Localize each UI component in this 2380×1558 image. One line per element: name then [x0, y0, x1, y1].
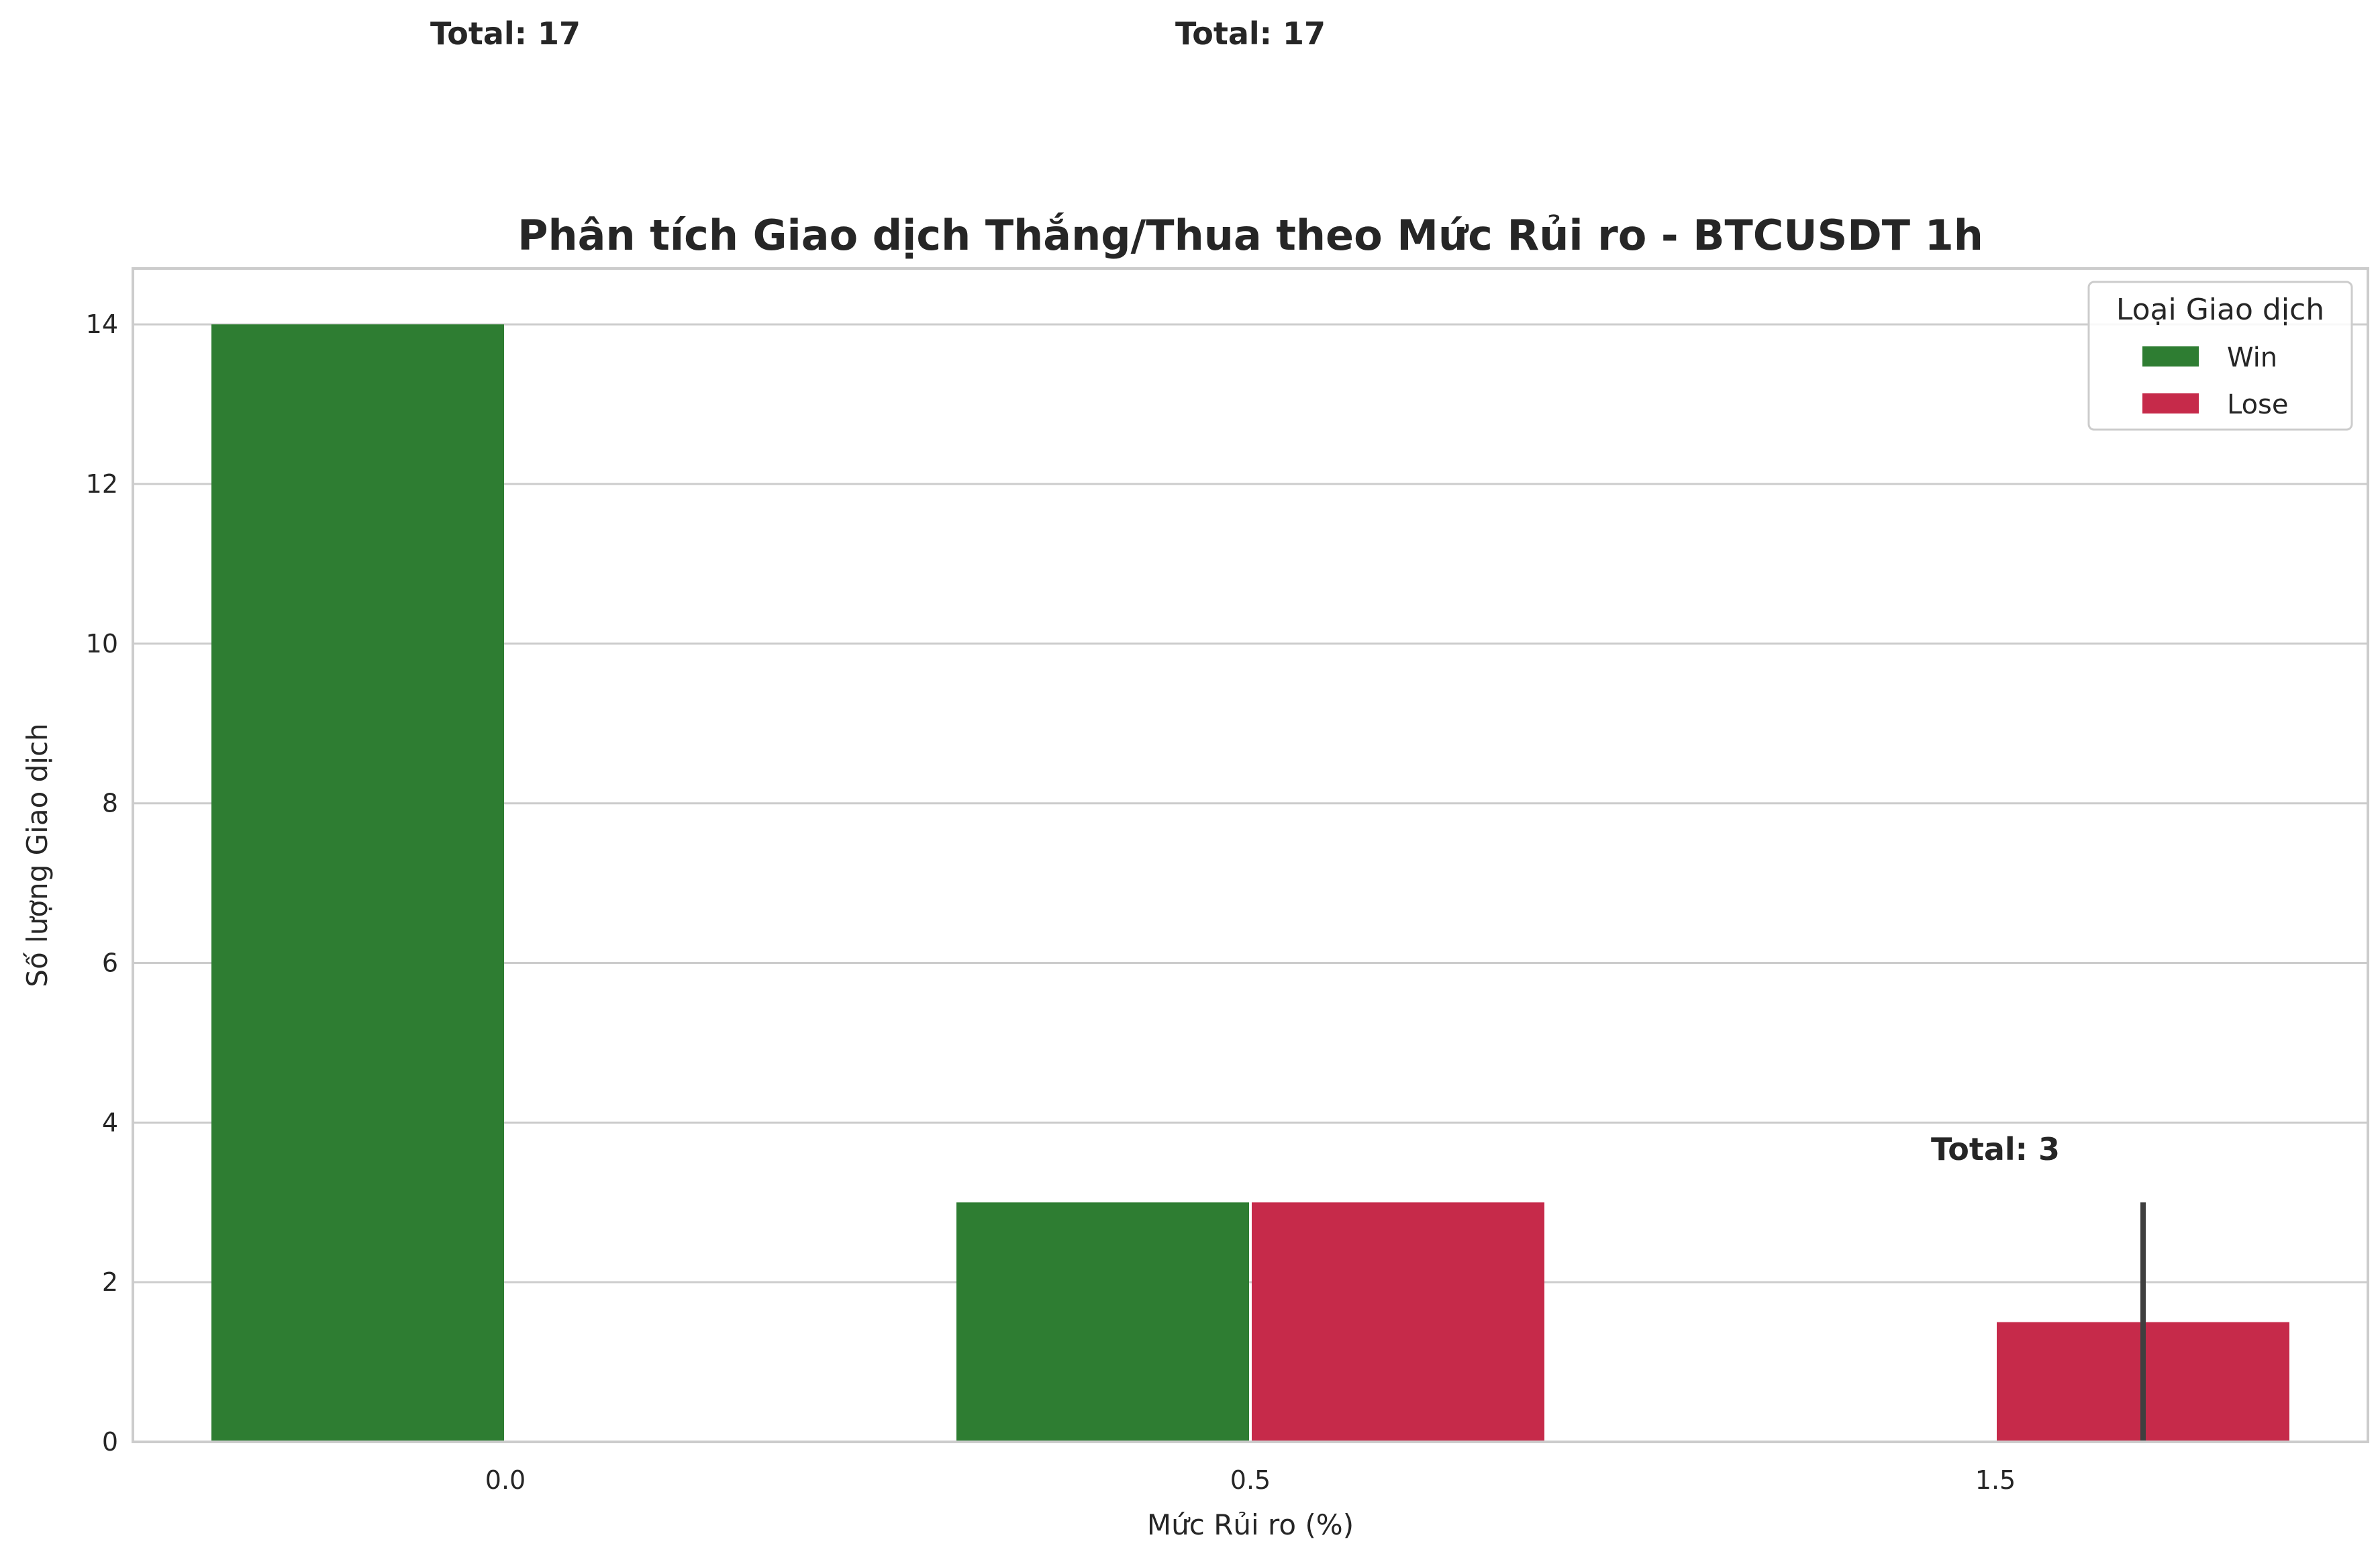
- legend-swatch-win: [2142, 346, 2199, 367]
- grid-lines: [133, 323, 2368, 1443]
- x-axis-label: Mức Rủi ro (%): [1147, 1508, 1354, 1541]
- bars: [211, 324, 2289, 1443]
- bar-win-0.0: [211, 324, 504, 1443]
- y-tick-label: 14: [86, 309, 118, 339]
- total-annotations: Total: 17 Total: 17 Total: 3: [430, 15, 2060, 1167]
- legend: Loại Giao dịch Win Lose: [2087, 281, 2353, 431]
- y-tick-label: 10: [86, 629, 118, 659]
- chart-title: Phân tích Giao dịch Thắng/Thua theo Mức …: [517, 211, 1983, 260]
- y-tick-labels: 0 2 4 6 8 10 12 14: [86, 309, 118, 1457]
- total-label: Total: 17: [430, 15, 581, 52]
- y-tick-label: 8: [102, 789, 118, 818]
- x-tick-labels: 0.0 0.5 1.5: [485, 1465, 2016, 1495]
- legend-label-lose: Lose: [2227, 389, 2289, 420]
- x-tick-label: 0.0: [485, 1465, 526, 1495]
- y-tick-label: 0: [102, 1427, 118, 1457]
- x-tick-label: 1.5: [1975, 1465, 2016, 1495]
- y-tick-label: 6: [102, 948, 118, 978]
- legend-label-win: Win: [2227, 342, 2277, 373]
- legend-title: Loại Giao dịch: [2116, 293, 2324, 327]
- total-label: Total: 3: [1931, 1131, 2060, 1167]
- x-tick-label: 0.5: [1230, 1465, 1271, 1495]
- y-tick-label: 2: [102, 1267, 118, 1297]
- y-tick-label: 4: [102, 1108, 118, 1137]
- bar-win-0.5: [956, 1202, 1249, 1442]
- y-tick-label: 12: [86, 469, 118, 499]
- legend-swatch-lose: [2142, 393, 2199, 413]
- total-label: Total: 17: [1175, 15, 1326, 52]
- legend-box: [2087, 281, 2353, 431]
- bar-lose-0.5: [1252, 1202, 1544, 1442]
- plot-frame: [132, 267, 2369, 1443]
- y-axis-label: Số lượng Giao dịch: [21, 723, 54, 987]
